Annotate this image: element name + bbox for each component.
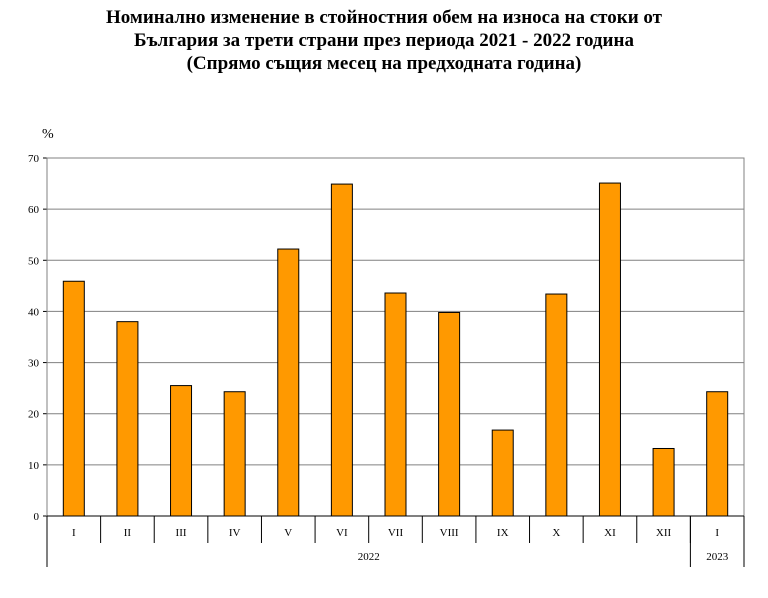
y-tick-label: 60 — [28, 204, 40, 216]
x-tick-label: V — [284, 527, 292, 539]
y-axis-unit-label: % — [42, 127, 54, 142]
x-tick-label: XII — [656, 527, 672, 539]
x-tick-label: II — [124, 527, 132, 539]
x-tick-label: XI — [604, 527, 616, 539]
group-label-2022: 2022 — [358, 551, 380, 563]
x-tick-label: I — [715, 527, 719, 539]
y-tick-label: 50 — [28, 255, 40, 267]
x-tick-label: VIII — [440, 527, 459, 539]
bar-xii-11 — [652, 447, 675, 517]
chart-title: Номинално изменение в стойностния обем н… — [0, 6, 768, 75]
y-tick-label: 0 — [34, 511, 40, 523]
y-tick-label: 30 — [28, 358, 40, 370]
title-line-2: България за трети страни през периода 20… — [134, 30, 634, 51]
title-line-3: (Спрямо същия месец на предходната годин… — [186, 53, 582, 74]
y-tick-label: 40 — [28, 306, 40, 318]
bar-vii-6 — [384, 292, 407, 517]
group-label-2023: 2023 — [706, 551, 729, 563]
title-line-1: Номинално изменение в стойностния обем н… — [106, 7, 662, 28]
bar-x-9 — [545, 293, 568, 517]
x-tick-label: VI — [336, 527, 348, 539]
bar-i-12 — [706, 391, 729, 517]
bar-viii-7 — [438, 311, 461, 517]
x-tick-label: VII — [388, 527, 404, 539]
x-tick-label: IX — [497, 527, 509, 539]
x-tick-label: III — [176, 527, 187, 539]
bar-xi-10 — [598, 182, 621, 517]
y-tick-label: 10 — [28, 460, 40, 472]
bar-i-0 — [62, 280, 85, 517]
y-tick-label: 70 — [28, 153, 40, 165]
bar-v-4 — [277, 248, 300, 517]
x-tick-label: IV — [229, 527, 241, 539]
bar-vi-5 — [330, 183, 353, 517]
bar-iii-2 — [170, 385, 193, 517]
bar-iv-3 — [223, 391, 246, 517]
bar-ix-8 — [491, 429, 514, 517]
bar-ii-1 — [116, 321, 139, 517]
x-tick-label: X — [552, 527, 560, 539]
x-tick-label: I — [72, 527, 76, 539]
y-tick-label: 20 — [28, 409, 40, 421]
